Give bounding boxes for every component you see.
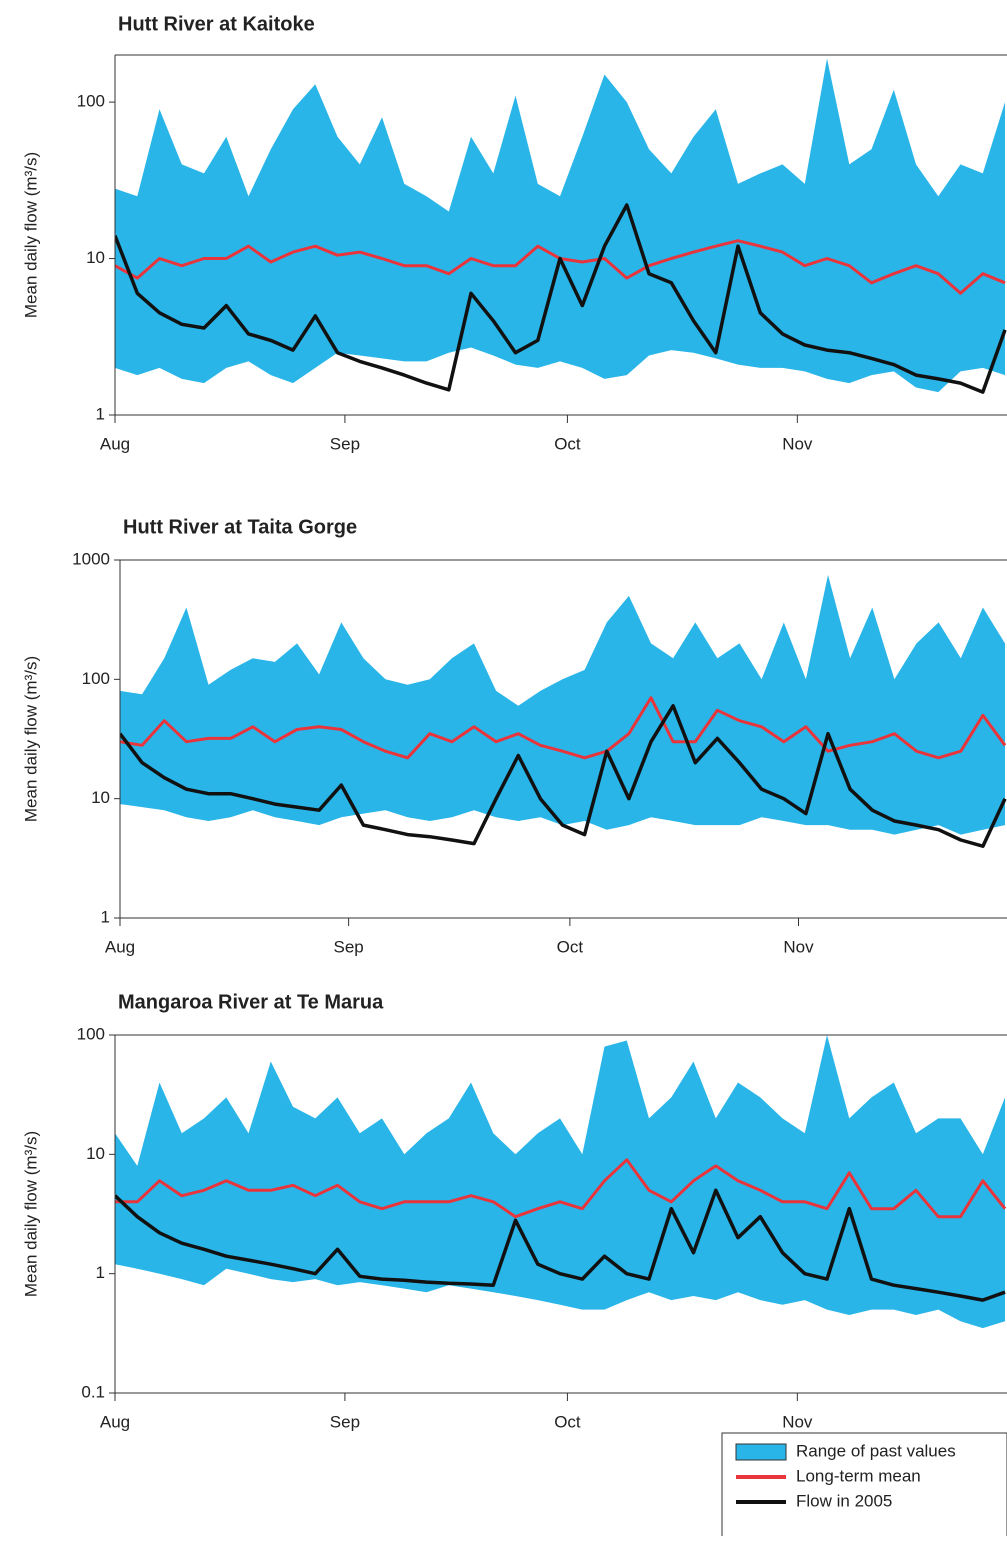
plot-area bbox=[120, 574, 1007, 848]
x-tick-label: Aug bbox=[100, 1412, 130, 1431]
y-axis-label: Mean daily flow (m³/s) bbox=[21, 1131, 40, 1297]
flow-line bbox=[115, 203, 1007, 394]
plot-area bbox=[115, 1035, 1007, 1329]
x-tick-label: Sep bbox=[334, 937, 364, 956]
x-tick-label: Sep bbox=[330, 1412, 360, 1431]
flow-line bbox=[120, 704, 1007, 848]
y-tick-label: 10 bbox=[86, 248, 105, 267]
y-tick-label: 1 bbox=[96, 404, 105, 423]
range-band bbox=[115, 58, 1005, 393]
y-axis-label: Mean daily flow (m³/s) bbox=[21, 152, 40, 318]
x-tick-label: Oct bbox=[554, 434, 581, 453]
chart-title: Hutt River at Taita Gorge bbox=[123, 516, 357, 538]
chart-title: Hutt River at Kaitoke bbox=[118, 13, 315, 35]
legend-label: Flow in 2005 bbox=[796, 1491, 892, 1510]
y-tick-label: 10 bbox=[91, 788, 110, 807]
x-tick-label: Nov bbox=[782, 1412, 813, 1431]
x-tick-label: Nov bbox=[783, 937, 814, 956]
x-tick-label: Oct bbox=[554, 1412, 581, 1431]
range-band bbox=[120, 574, 1005, 835]
flow-line bbox=[115, 1188, 1006, 1302]
x-tick-label: Sep bbox=[330, 434, 360, 453]
y-axis-label: Mean daily flow (m³/s) bbox=[21, 656, 40, 822]
mean-line bbox=[120, 696, 1007, 760]
mean-line bbox=[115, 1158, 1007, 1219]
plot-area bbox=[115, 58, 1007, 394]
legend-swatch bbox=[735, 1443, 787, 1461]
x-tick-label: Aug bbox=[100, 434, 130, 453]
x-tick-label: Nov bbox=[782, 434, 813, 453]
y-tick-label: 1 bbox=[96, 1263, 105, 1282]
y-tick-label: 100 bbox=[77, 92, 105, 111]
chart-title: Mangaroa River at Te Marua bbox=[118, 991, 384, 1013]
y-tick-label: 0.1 bbox=[81, 1382, 105, 1401]
y-tick-label: 10 bbox=[86, 1144, 105, 1163]
range-band bbox=[115, 1035, 1005, 1329]
x-tick-label: Aug bbox=[105, 937, 135, 956]
legend: Range of past values Long-term mean Flow i… bbox=[721, 1432, 1007, 1541]
legend-label: Long-term mean bbox=[796, 1466, 921, 1485]
y-tick-label: 1 bbox=[101, 907, 110, 926]
x-tick-label: Oct bbox=[557, 937, 584, 956]
y-tick-label: 1000 bbox=[72, 549, 110, 568]
y-tick-label: 100 bbox=[77, 1024, 105, 1043]
legend-label: Range of past values bbox=[796, 1441, 956, 1460]
y-tick-label: 100 bbox=[82, 669, 110, 688]
